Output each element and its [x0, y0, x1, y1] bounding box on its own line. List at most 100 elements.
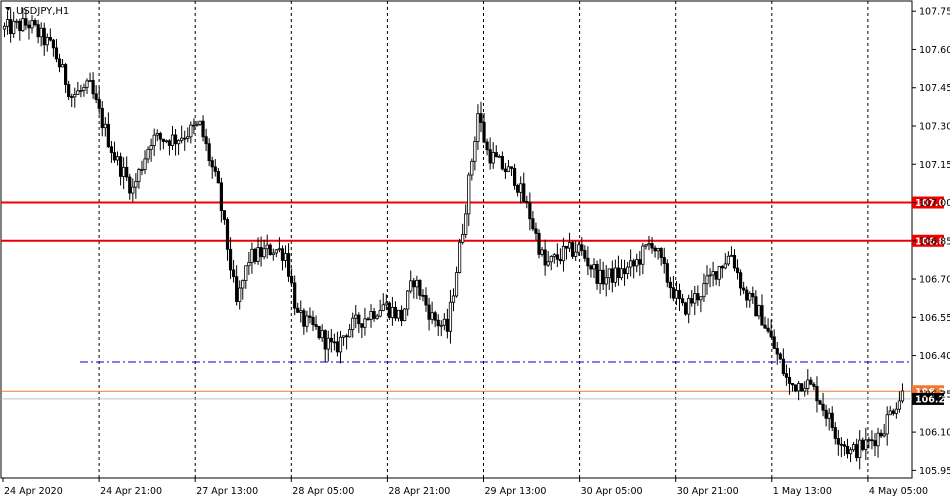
candle — [15, 18, 19, 29]
candle — [277, 237, 282, 253]
candle — [311, 310, 315, 332]
candle — [732, 249, 737, 272]
candle — [830, 406, 834, 432]
candle — [763, 316, 767, 329]
candle — [571, 240, 575, 259]
level-tag-label: 106.26 — [915, 387, 950, 398]
candle — [421, 289, 425, 302]
candle — [210, 156, 214, 179]
candle — [622, 259, 627, 286]
candle — [18, 18, 22, 41]
candle — [900, 383, 905, 404]
candle — [299, 300, 303, 323]
candle — [564, 245, 569, 260]
candle — [580, 237, 584, 256]
candle — [635, 253, 639, 273]
candle — [503, 163, 508, 179]
candle — [531, 211, 535, 232]
candle — [259, 236, 263, 267]
candle — [717, 265, 721, 287]
candle — [363, 307, 367, 336]
candle — [815, 376, 819, 413]
candle — [24, 9, 28, 30]
candle — [451, 288, 456, 312]
time-tick-label: 30 Apr 05:00 — [581, 486, 643, 497]
level-tag — [912, 392, 944, 405]
candle — [748, 291, 752, 308]
candle — [201, 115, 205, 142]
candle — [64, 62, 68, 94]
candle — [9, 8, 13, 43]
candle — [115, 151, 120, 166]
price-tick-label: 107.00 — [919, 198, 950, 209]
candle — [177, 139, 181, 156]
candle — [207, 138, 211, 167]
candle — [653, 245, 657, 258]
candle — [467, 172, 471, 227]
candle — [91, 72, 95, 99]
candle — [293, 275, 297, 316]
candle — [219, 177, 223, 223]
candle — [265, 234, 269, 259]
time-axis[interactable]: 24 Apr 2020 24 Apr 21:00 27 Apr 13:00 28 Ap… — [2, 478, 950, 497]
candle — [128, 173, 132, 200]
candle — [470, 158, 474, 181]
candle — [454, 266, 459, 298]
candle — [772, 329, 776, 349]
plot-area[interactable] — [0, 0, 913, 479]
candle — [674, 281, 679, 306]
candle — [36, 19, 40, 44]
candle — [625, 262, 630, 280]
time-tick-label: 29 Apr 13:00 — [485, 486, 547, 497]
candle — [183, 130, 187, 151]
candle — [726, 251, 730, 266]
candle — [613, 259, 617, 287]
time-tick-label: 1 May 13:00 — [773, 486, 832, 497]
candle — [140, 160, 144, 176]
candle — [76, 81, 80, 95]
candle — [244, 265, 248, 289]
candle — [458, 238, 462, 274]
candle — [112, 141, 117, 163]
candle — [793, 384, 798, 393]
candle — [79, 84, 83, 98]
candle — [671, 275, 676, 302]
candle — [403, 308, 407, 322]
candle — [271, 248, 275, 261]
candle — [238, 280, 242, 310]
candle — [787, 367, 792, 395]
symbol-header[interactable]: USDJPY,H1 — [5, 6, 69, 17]
candle — [644, 244, 648, 250]
candle — [390, 296, 395, 326]
candle — [149, 138, 153, 162]
candle — [665, 259, 669, 288]
candle — [836, 429, 840, 456]
candle — [595, 260, 599, 290]
triangle-down-icon[interactable] — [5, 7, 11, 11]
candle — [228, 237, 233, 280]
candle — [82, 83, 86, 97]
price-axis[interactable]: 107.75 107.60 107.45 107.30 107.15 107.00 106.… — [912, 7, 950, 477]
candle — [738, 269, 743, 296]
candle — [448, 289, 453, 344]
candle — [195, 120, 199, 127]
candle — [509, 166, 514, 177]
candle — [512, 163, 517, 190]
candle — [27, 20, 31, 40]
candle — [696, 285, 700, 306]
candle — [500, 151, 504, 171]
candles — [2, 7, 905, 470]
price-tick-label: 107.15 — [919, 160, 950, 171]
candle — [42, 22, 46, 56]
candle — [48, 28, 52, 42]
candle — [381, 293, 385, 312]
candle — [296, 302, 300, 313]
candle — [60, 59, 65, 68]
candle — [464, 204, 468, 239]
candle — [85, 78, 89, 94]
candle — [348, 323, 352, 338]
candle — [790, 383, 795, 392]
